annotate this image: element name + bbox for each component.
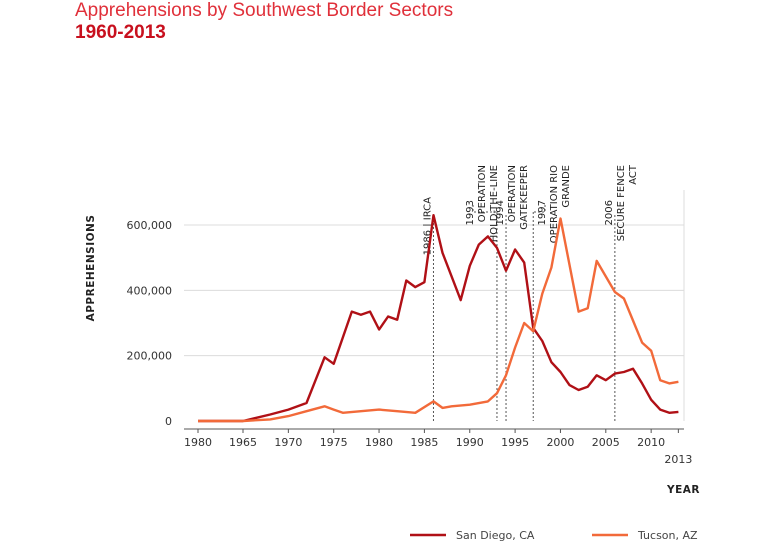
x-tick-label: 1965 xyxy=(229,436,257,449)
annotation-label: 1997 xyxy=(537,200,548,225)
annotation-label: 1986 | IRCA xyxy=(422,197,433,256)
annotation-label: 2006 xyxy=(604,200,615,225)
x-tick-label: 2010 xyxy=(637,436,665,449)
annotation-label: GRANDE xyxy=(561,165,572,208)
annotation-label: 1993 xyxy=(465,200,476,225)
y-tick-label: 400,000 xyxy=(127,284,173,297)
y-axis-label: APPREHENSIONS xyxy=(85,215,97,322)
series-line-tucson xyxy=(198,217,679,423)
legend-label: Tucson, AZ xyxy=(637,529,698,541)
x-tick-label: 1995 xyxy=(501,436,529,449)
legend-label: San Diego, CA xyxy=(456,529,535,541)
x-axis-label: YEAR xyxy=(666,484,700,496)
series-line-san-diego xyxy=(198,214,679,423)
y-tick-label: 600,000 xyxy=(127,219,173,232)
x-tick-label: 1975 xyxy=(320,436,348,449)
annotation-label: 1994 xyxy=(495,200,506,225)
y-tick-label: 200,000 xyxy=(127,350,173,363)
x-tick-label: 1980 xyxy=(365,436,393,449)
annotation-label: OPERATION xyxy=(507,165,518,222)
y-tick-label: 0 xyxy=(165,415,172,428)
x-tick-label: 1980 xyxy=(184,436,212,449)
annotation-label: OPERATION xyxy=(477,165,488,222)
chart-title: Apprehensions by Southwest Border Sector… xyxy=(75,0,454,21)
annotation-label: HOLD-THE-LINE xyxy=(489,165,500,242)
annotation-label: SECURE FENCE xyxy=(616,165,627,241)
annotation-label: GATEKEEPER xyxy=(519,165,530,230)
annotation-label: OPERATION RIO xyxy=(549,165,560,243)
x-tick-label: 2000 xyxy=(546,436,574,449)
x-tick-label: 1970 xyxy=(274,436,302,449)
x-tick-label: 1985 xyxy=(410,436,438,449)
chart-subtitle: 1960-2013 xyxy=(75,22,166,43)
x-tick-label: 2005 xyxy=(592,436,620,449)
x-tick-label: 2013 xyxy=(664,453,692,466)
x-tick-label: 1990 xyxy=(456,436,484,449)
annotation-label: ACT xyxy=(628,164,639,185)
